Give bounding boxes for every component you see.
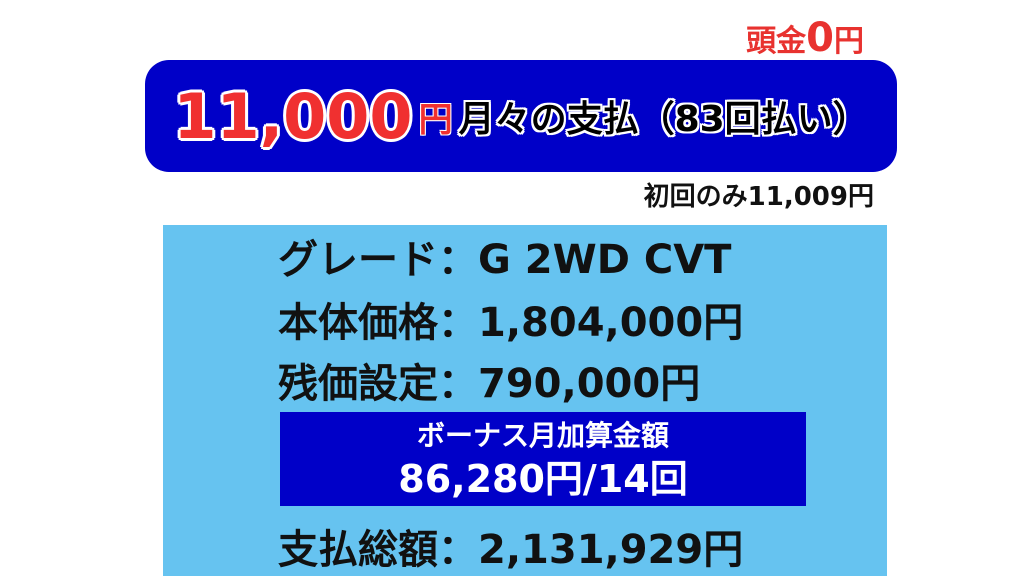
grade-label: グレード [278,237,438,283]
separator: ： [438,361,478,407]
residual-row: 残価設定：790,000円 [278,351,700,409]
monthly-amount: 11,000 [173,79,413,153]
residual-label: 残価設定 [278,361,438,407]
price-label: 本体価格 [278,300,438,346]
monthly-text: 月々の支払（83回払い） [458,99,869,140]
total-label: 支払総額 [278,527,438,573]
grade-row: グレード：G 2WD CVT [278,227,731,285]
down-payment-value: 0 [806,15,834,61]
details-panel: グレード：G 2WD CVT 本体価格：1,804,000円 残価設定：790,… [163,225,887,576]
total-row: 支払総額：2,131,929円 [278,517,743,575]
separator: ： [438,527,478,573]
monthly-unit: 円 [418,99,453,140]
bonus-title: ボーナス月加算金額 [416,419,669,452]
bonus-box: ボーナス月加算金額 86,280円/14回 [280,412,806,506]
price-value: 1,804,000円 [478,300,744,346]
monthly-payment-banner: 11,000 円 月々の支払（83回払い） [145,60,897,172]
price-row: 本体価格：1,804,000円 [278,290,743,348]
down-payment: 頭金0円 [746,18,864,62]
grade-value: G 2WD CVT [478,237,732,283]
down-payment-unit: 円 [834,24,864,59]
separator: ： [438,237,478,283]
down-payment-label: 頭金 [746,24,807,59]
total-value: 2,131,929円 [478,527,744,573]
residual-value: 790,000円 [478,361,701,407]
separator: ： [438,300,478,346]
first-payment: 初回のみ11,009円 [643,182,874,212]
bonus-value: 86,280円/14回 [398,457,688,501]
